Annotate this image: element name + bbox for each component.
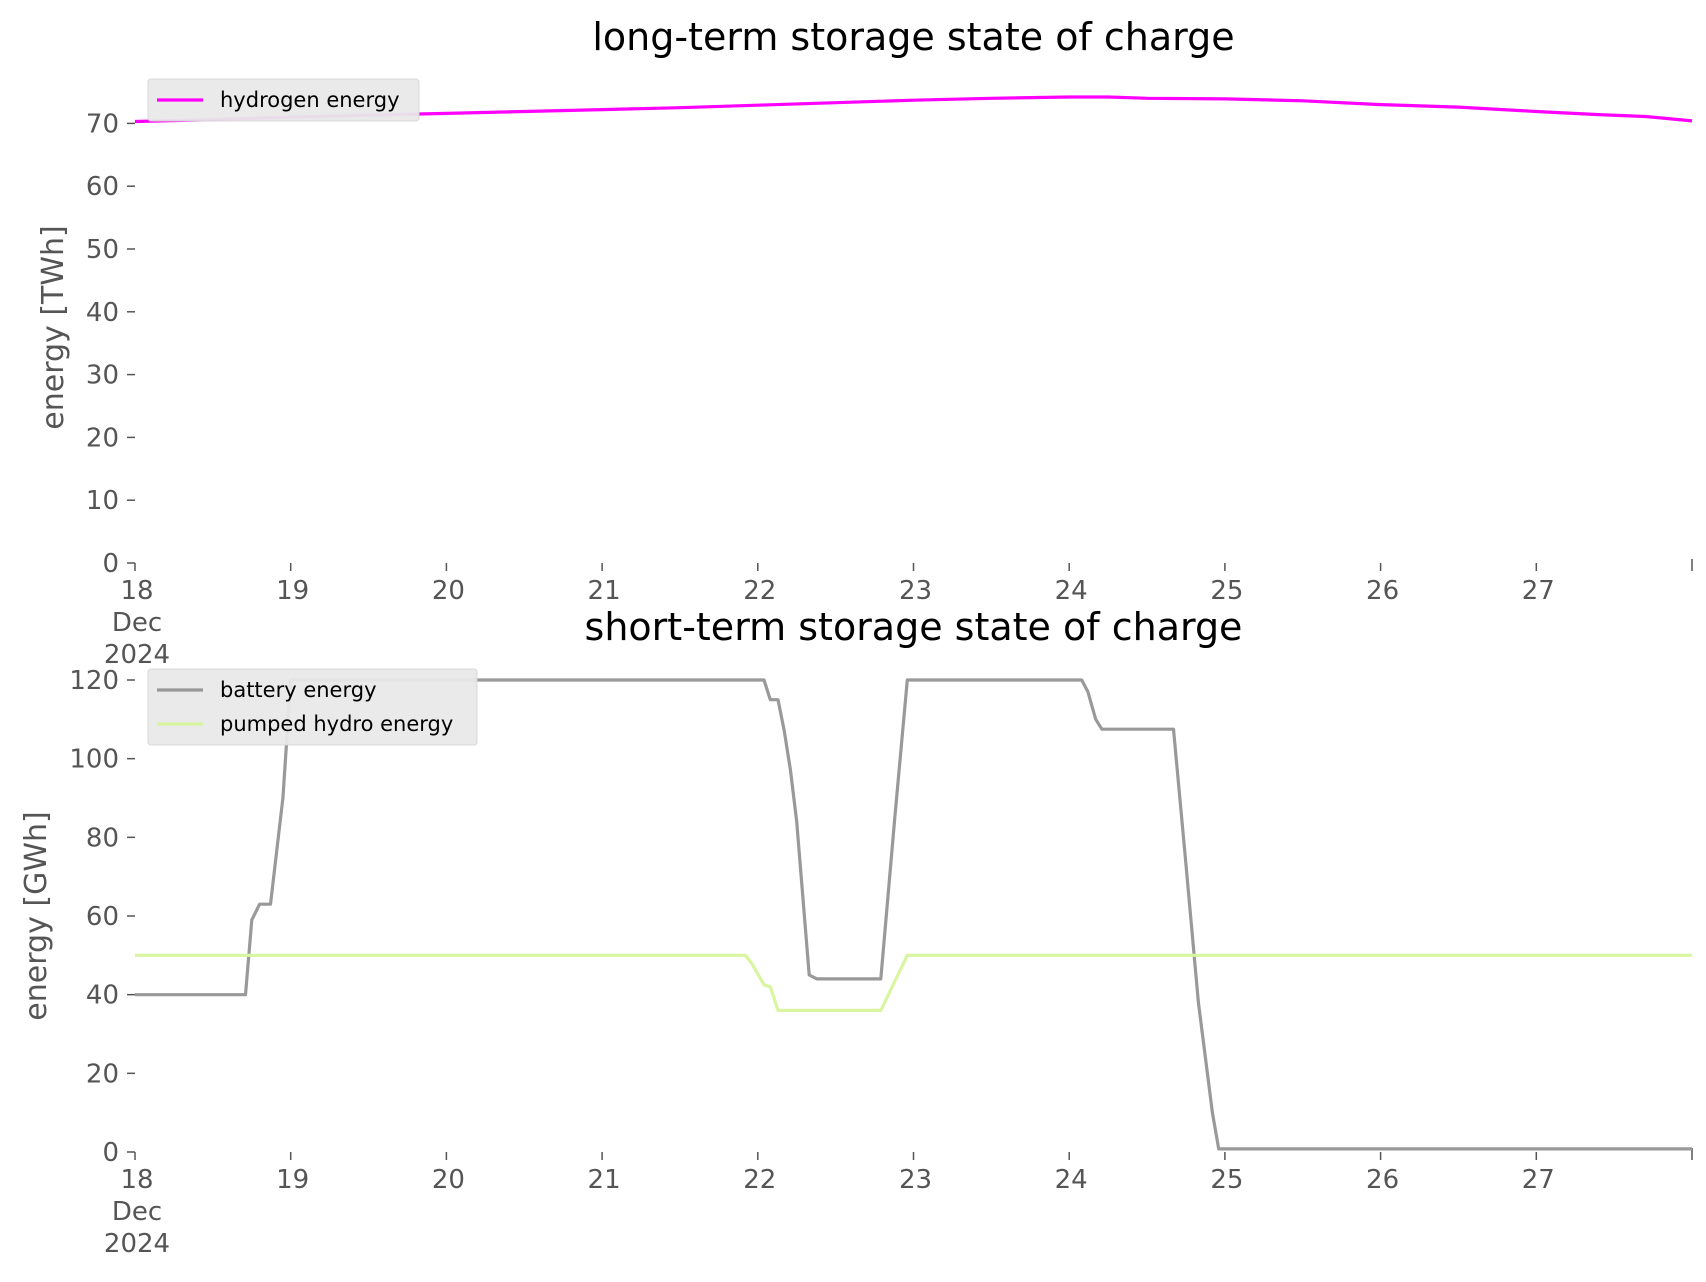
y-tick-label: 70 (86, 109, 119, 139)
x-tick-label: 23 (899, 1165, 932, 1195)
y-tick-label: 10 (86, 486, 119, 516)
series-line-pumped-hydro-energy (135, 953, 1692, 1013)
y-tick-label: 120 (69, 666, 119, 696)
x-tick-label: 21 (588, 576, 621, 606)
x-tick-label: 19 (276, 1165, 309, 1195)
y-tick-label: 0 (102, 549, 119, 579)
y-tick-label: 40 (86, 981, 119, 1011)
y-tick-label: 60 (86, 172, 119, 202)
x-tick-label: 18 (120, 576, 153, 606)
y-tick-label: 50 (86, 235, 119, 265)
x-tick-label: 25 (1210, 576, 1243, 606)
y-tick-label: 20 (86, 1059, 119, 1089)
chart-title: long-term storage state of charge (592, 15, 1234, 59)
x-tick-label: 2024 (104, 640, 170, 670)
y-tick-label: 20 (86, 423, 119, 453)
x-tick-label: 18 (120, 1165, 153, 1195)
x-tick-label: 26 (1366, 576, 1399, 606)
x-tick-label: 19 (276, 576, 309, 606)
y-axis-label: energy [TWh] (36, 225, 71, 429)
x-tick-label: 22 (743, 576, 776, 606)
x-tick-label: 20 (432, 1165, 465, 1195)
x-tick-label: 22 (743, 1165, 776, 1195)
legend: battery energy pumped hydro energy (147, 668, 478, 746)
x-tick-label: 27 (1522, 1165, 1555, 1195)
legend-label: battery energy (220, 678, 377, 702)
legend: hydrogen energy (147, 78, 420, 122)
chart-panel-2: short-term storage state of charge energy… (19, 605, 1693, 1259)
x-tick-label: 21 (588, 1165, 621, 1195)
series-line-hydrogen-energy (134, 95, 1693, 124)
x-tick-label: 2024 (104, 1229, 170, 1259)
y-tick-label: 100 (69, 745, 119, 775)
chart-title: short-term storage state of charge (585, 605, 1243, 649)
x-tick-label: 27 (1522, 576, 1555, 606)
x-tick-label: Dec (112, 1197, 162, 1227)
y-axis-label: energy [GWh] (19, 811, 54, 1020)
series-line-battery-energy (135, 678, 1692, 1151)
y-tick-label: 80 (86, 823, 119, 853)
x-tick-label: 23 (899, 576, 932, 606)
y-tick-label: 60 (86, 902, 119, 932)
x-tick-label: 25 (1210, 1165, 1243, 1195)
x-tick-label: 20 (432, 576, 465, 606)
x-tick-label: 24 (1055, 576, 1088, 606)
legend-label: pumped hydro energy (220, 712, 453, 736)
y-tick-label: 0 (102, 1138, 119, 1168)
x-tick-label: Dec (112, 608, 162, 638)
y-tick-label: 40 (86, 298, 119, 328)
legend-box (147, 78, 420, 122)
x-tick-label: 26 (1366, 1165, 1399, 1195)
legend-box (147, 668, 478, 746)
legend-label: hydrogen energy (220, 88, 400, 112)
x-tick-label: 24 (1055, 1165, 1088, 1195)
y-tick-label: 30 (86, 361, 119, 391)
chart-panel-1: long-term storage state of charge energy … (36, 15, 1693, 670)
